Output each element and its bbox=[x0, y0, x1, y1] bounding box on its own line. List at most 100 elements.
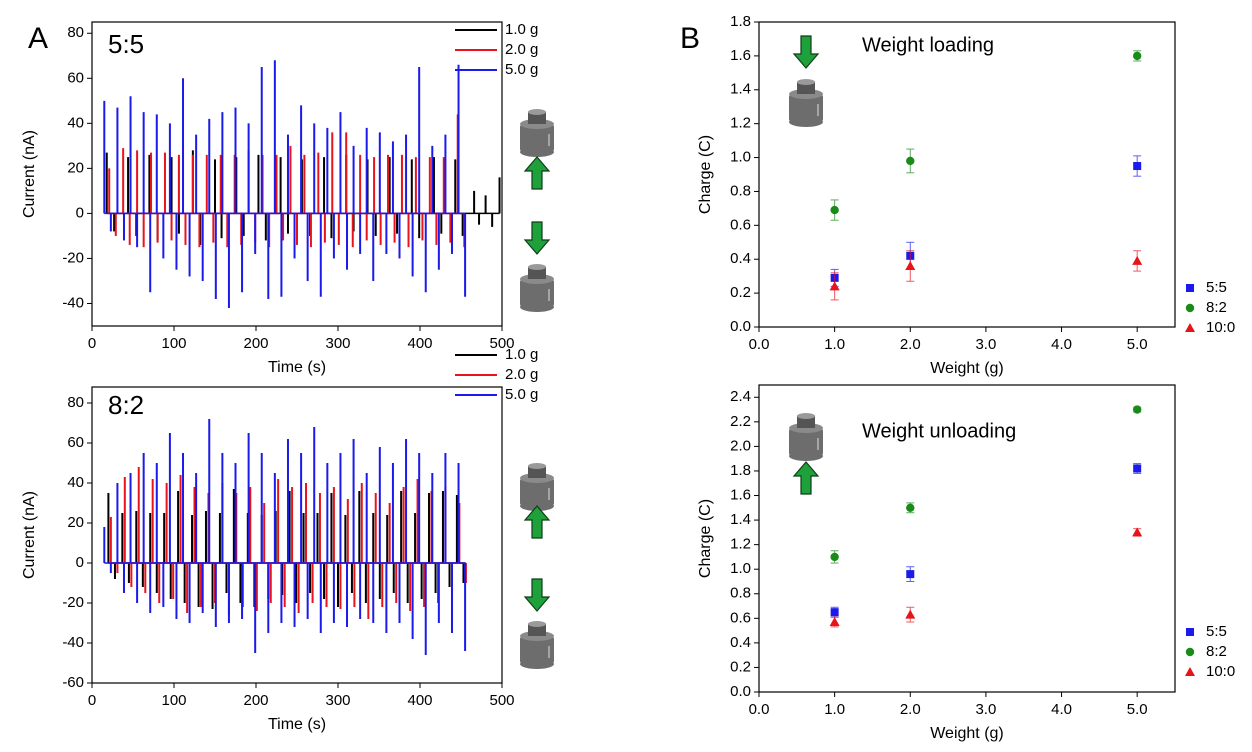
y-tick-label: 80 bbox=[67, 24, 84, 41]
y-tick-label: 1.6 bbox=[730, 486, 751, 503]
x-tick-label: 200 bbox=[243, 692, 268, 709]
marker bbox=[830, 552, 839, 562]
marker bbox=[1132, 51, 1142, 61]
y-tick-label: 60 bbox=[67, 69, 84, 86]
y-tick-label: 1.2 bbox=[730, 536, 751, 553]
y-tick-label: 20 bbox=[67, 159, 84, 176]
legend-label: 8:2 bbox=[1206, 299, 1227, 316]
y-tick-label: 0.4 bbox=[730, 634, 751, 651]
legend-label: 10:0 bbox=[1206, 663, 1235, 680]
x-tick-label: 3.0 bbox=[975, 336, 996, 353]
x-axis-label: Weight (g) bbox=[930, 725, 1004, 742]
y-tick-label: 1.8 bbox=[730, 13, 751, 30]
y-tick-label: 0.0 bbox=[730, 318, 751, 335]
x-tick-label: 0 bbox=[88, 335, 96, 352]
y-tick-label: 1.4 bbox=[730, 511, 751, 528]
plot-frame bbox=[758, 384, 1176, 693]
legend-label: 8:2 bbox=[1206, 643, 1227, 660]
plot-frame bbox=[758, 21, 1176, 328]
x-tick-label: 4.0 bbox=[1051, 336, 1072, 353]
y-tick-label: 1.0 bbox=[730, 149, 751, 166]
y-tick-label: 2.2 bbox=[730, 413, 751, 430]
marker bbox=[906, 156, 915, 166]
legend-label: 5:5 bbox=[1206, 623, 1227, 640]
legend-label: 1.0 g bbox=[505, 346, 538, 363]
panel-label: B bbox=[680, 22, 700, 55]
weight-icon bbox=[788, 78, 824, 128]
y-tick-label: 80 bbox=[67, 394, 84, 411]
y-axis-label: Charge (C) bbox=[697, 135, 714, 214]
y-tick-label: 0.8 bbox=[730, 585, 751, 602]
x-axis-label: Time (s) bbox=[268, 359, 326, 376]
annotation: 8:2 bbox=[108, 390, 144, 420]
y-axis-label: Current (nA) bbox=[21, 491, 38, 579]
weight-icon bbox=[519, 263, 555, 313]
y-tick-label: 0 bbox=[76, 554, 84, 571]
marker bbox=[1133, 162, 1142, 171]
legend-label: 5:5 bbox=[1206, 279, 1227, 296]
x-tick-label: 4.0 bbox=[1051, 701, 1072, 718]
legend-label: 2.0 g bbox=[505, 366, 538, 383]
y-tick-label: 0.2 bbox=[730, 284, 751, 301]
marker bbox=[1186, 628, 1194, 636]
x-axis-label: Weight (g) bbox=[930, 360, 1004, 377]
x-tick-label: 100 bbox=[161, 335, 186, 352]
marker bbox=[1185, 667, 1195, 676]
arrow-icon bbox=[524, 221, 550, 255]
x-axis-label: Time (s) bbox=[268, 716, 326, 733]
marker bbox=[1132, 255, 1143, 265]
legend-label: 1.0 g bbox=[505, 21, 538, 38]
x-tick-label: 2.0 bbox=[900, 701, 921, 718]
y-tick-label: 20 bbox=[67, 514, 84, 531]
marker bbox=[1186, 284, 1194, 292]
annotation: 5:5 bbox=[108, 29, 144, 59]
weight-icon bbox=[519, 462, 555, 512]
marker bbox=[1185, 323, 1195, 332]
y-tick-label: 1.4 bbox=[730, 81, 751, 98]
x-tick-label: 200 bbox=[243, 335, 268, 352]
arrow-icon bbox=[793, 461, 819, 495]
marker bbox=[905, 609, 916, 619]
y-tick-label: 0.4 bbox=[730, 250, 751, 267]
annotation: Weight unloading bbox=[862, 420, 1016, 442]
y-tick-label: 0.8 bbox=[730, 182, 751, 199]
x-tick-label: 1.0 bbox=[824, 701, 845, 718]
x-tick-label: 100 bbox=[161, 692, 186, 709]
y-tick-label: 0.0 bbox=[730, 683, 751, 700]
arrow-icon bbox=[524, 156, 550, 190]
x-tick-label: 2.0 bbox=[900, 336, 921, 353]
marker bbox=[1185, 647, 1195, 657]
y-tick-label: 0 bbox=[76, 204, 84, 221]
arrow-icon bbox=[524, 505, 550, 539]
annotation: Weight loading bbox=[862, 34, 994, 56]
marker bbox=[1132, 405, 1142, 414]
y-tick-label: 0.6 bbox=[730, 609, 751, 626]
legend-label: 5.0 g bbox=[505, 61, 538, 78]
legend-label: 10:0 bbox=[1206, 319, 1235, 336]
x-tick-label: 5.0 bbox=[1127, 701, 1148, 718]
weight-icon bbox=[519, 620, 555, 670]
marker bbox=[1185, 303, 1195, 313]
y-tick-label: -60 bbox=[62, 674, 84, 691]
legend-label: 5.0 g bbox=[505, 386, 538, 403]
y-tick-label: 2.0 bbox=[730, 437, 751, 454]
weight-icon bbox=[788, 412, 824, 462]
panel-label: A bbox=[28, 22, 48, 55]
arrow-icon bbox=[793, 35, 819, 69]
x-tick-label: 0 bbox=[88, 692, 96, 709]
x-tick-label: 500 bbox=[489, 692, 514, 709]
x-tick-label: 300 bbox=[325, 692, 350, 709]
plot-frame bbox=[91, 21, 503, 327]
x-tick-label: 0.0 bbox=[749, 336, 770, 353]
x-tick-label: 400 bbox=[407, 335, 432, 352]
marker bbox=[1132, 527, 1143, 537]
y-tick-label: -40 bbox=[62, 294, 84, 311]
y-tick-label: 1.0 bbox=[730, 560, 751, 577]
marker bbox=[829, 617, 840, 627]
marker bbox=[829, 281, 840, 291]
y-tick-label: 1.2 bbox=[730, 115, 751, 132]
marker bbox=[906, 503, 915, 512]
marker bbox=[830, 205, 839, 215]
arrow-icon bbox=[524, 578, 550, 612]
